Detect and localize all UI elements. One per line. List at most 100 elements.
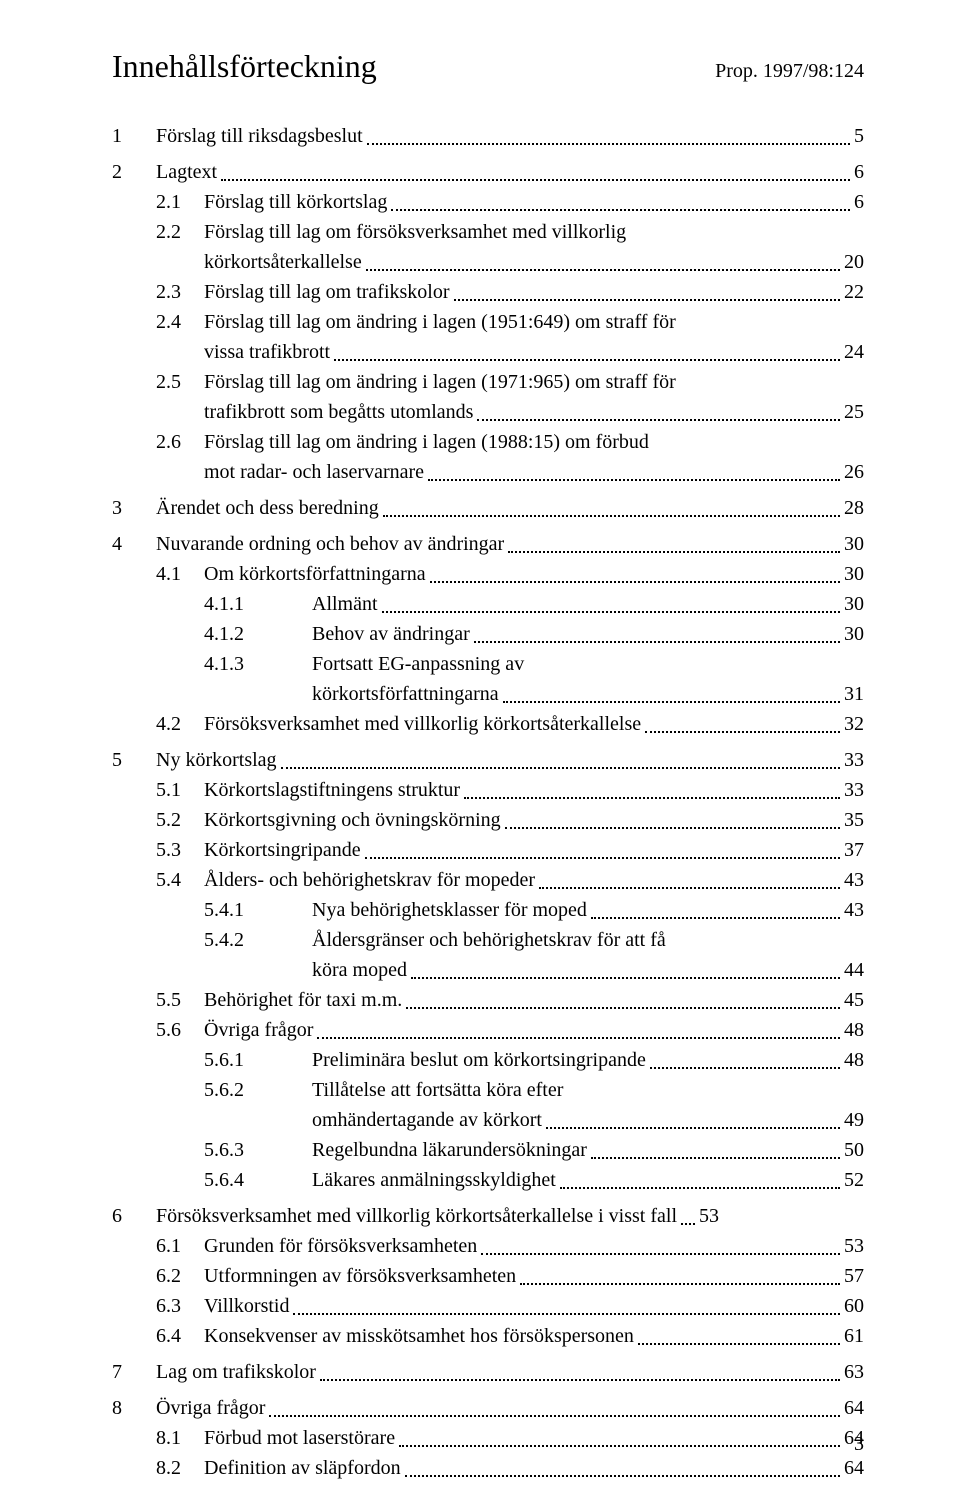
- toc-page: 61: [844, 1321, 864, 1351]
- toc-entry-cont: omhändertagande av körkort49: [112, 1105, 864, 1135]
- toc-page: 48: [844, 1045, 864, 1075]
- toc-page: 30: [844, 589, 864, 619]
- toc-num: 6.1: [112, 1231, 204, 1261]
- toc-entry: 5.5Behörighet för taxi m.m.45: [112, 985, 864, 1015]
- toc-page: 31: [844, 679, 864, 709]
- toc-num: 5.6.4: [112, 1165, 312, 1195]
- toc-label: Förslag till lag om försöksverksamhet me…: [204, 217, 626, 247]
- toc-page: 64: [844, 1453, 864, 1483]
- toc-label: Försöksverksamhet med villkorlig körkort…: [204, 709, 641, 739]
- toc-label-cont: trafikbrott som begåtts utomlands: [204, 397, 473, 427]
- toc-page: 35: [844, 805, 864, 835]
- toc-entry: 8Övriga frågor64: [112, 1393, 864, 1423]
- toc-page: 60: [844, 1291, 864, 1321]
- toc-entry: 5.2Körkortsgivning och övningskörning35: [112, 805, 864, 835]
- dot-leader: [405, 1459, 840, 1477]
- dot-leader: [539, 871, 840, 889]
- toc-label: Körkortsgivning och övningskörning: [204, 805, 501, 835]
- toc-num: 5.6.3: [112, 1135, 312, 1165]
- toc-label: Åldersgränser och behörighetskrav för at…: [312, 925, 666, 955]
- toc-entry: 2Lagtext6: [112, 157, 864, 187]
- dot-leader: [520, 1267, 840, 1285]
- toc-label: Ärendet och dess beredning: [156, 493, 379, 523]
- dot-leader: [481, 1237, 840, 1255]
- toc-num: 4.2: [112, 709, 204, 739]
- toc-entry: 4.1.1Allmänt 30: [112, 589, 864, 619]
- page-title: Innehållsförteckning: [112, 48, 377, 85]
- toc-entry: 2.1Förslag till körkortslag6: [112, 187, 864, 217]
- toc-entry: 2.5Förslag till lag om ändring i lagen (…: [112, 367, 864, 397]
- toc-page: 43: [844, 895, 864, 925]
- toc-entry-cont: körkortsförfattningarna31: [112, 679, 864, 709]
- dot-leader: [430, 565, 840, 583]
- toc-page: 30: [844, 559, 864, 589]
- toc-page: 57: [844, 1261, 864, 1291]
- toc-num: 4.1.1: [112, 589, 312, 619]
- toc-entry: 5.6.1Preliminära beslut om körkortsingri…: [112, 1045, 864, 1075]
- dot-leader: [411, 961, 840, 979]
- prop-number: Prop. 1997/98:124: [715, 60, 864, 83]
- dot-leader: [464, 781, 840, 799]
- dot-leader: [503, 685, 840, 703]
- toc-label: Grunden för försöksverksamheten: [204, 1231, 477, 1261]
- toc-entry: 1Förslag till riksdagsbeslut5: [112, 121, 864, 151]
- toc-entry: 6.2Utformningen av försöksverksamheten57: [112, 1261, 864, 1291]
- dot-leader: [221, 163, 850, 181]
- toc-num: 5.4.1: [112, 895, 312, 925]
- toc-num: 5.4.2: [112, 925, 312, 955]
- toc-num: 6.3: [112, 1291, 204, 1321]
- toc-page: 49: [844, 1105, 864, 1135]
- toc-entry: 6Försöksverksamhet med villkorlig körkor…: [112, 1201, 864, 1231]
- toc-page: 26: [844, 457, 864, 487]
- toc-label: Förslag till lag om ändring i lagen (198…: [204, 427, 649, 457]
- toc-num: 2.1: [112, 187, 204, 217]
- toc-page: 22: [844, 277, 864, 307]
- toc-num: 5.5: [112, 985, 204, 1015]
- toc-label: Regelbundna läkarundersökningar: [312, 1135, 587, 1165]
- toc-entry-cont: vissa trafikbrott24: [112, 337, 864, 367]
- toc-entry: 5.1Körkortslagstiftningens struktur33: [112, 775, 864, 805]
- toc-num: 2.4: [112, 307, 204, 337]
- toc-page: 53: [699, 1201, 719, 1231]
- toc-entry: 4Nuvarande ordning och behov av ändringa…: [112, 529, 864, 559]
- dot-leader: [560, 1171, 840, 1189]
- toc-num: 4.1: [112, 559, 204, 589]
- dot-leader: [645, 715, 840, 733]
- toc-entry: 7Lag om trafikskolor63: [112, 1357, 864, 1387]
- toc-label: Förslag till lag om ändring i lagen (197…: [204, 367, 676, 397]
- toc-label: Förslag till lag om ändring i lagen (195…: [204, 307, 676, 337]
- toc-entry-cont: mot radar- och laservarnare26: [112, 457, 864, 487]
- toc-page: 53: [844, 1231, 864, 1261]
- dot-leader: [591, 901, 840, 919]
- toc-label: Körkortslagstiftningens struktur: [204, 775, 460, 805]
- toc-label: Utformningen av försöksverksamheten: [204, 1261, 516, 1291]
- toc-label-cont: vissa trafikbrott: [204, 337, 330, 367]
- dot-leader: [365, 841, 840, 859]
- toc-num: 5.3: [112, 835, 204, 865]
- toc-label: Övriga frågor: [156, 1393, 265, 1423]
- toc-label: Tillåtelse att fortsätta köra efter: [312, 1075, 563, 1105]
- dot-leader: [638, 1327, 840, 1345]
- toc-page: 45: [844, 985, 864, 1015]
- toc-page: 48: [844, 1015, 864, 1045]
- toc-label: Om körkortsförfattningarna: [204, 559, 426, 589]
- dot-leader: [474, 625, 840, 643]
- toc-label: Villkorstid: [204, 1291, 289, 1321]
- toc-page: 37: [844, 835, 864, 865]
- toc-page: 6: [854, 157, 864, 187]
- toc-page: 43: [844, 865, 864, 895]
- dot-leader: [334, 343, 840, 361]
- dot-leader: [477, 403, 840, 421]
- toc-page: 30: [844, 529, 864, 559]
- dot-leader: [367, 127, 850, 145]
- toc-page: 63: [844, 1357, 864, 1387]
- toc-page: 52: [844, 1165, 864, 1195]
- toc-label: Övriga frågor: [204, 1015, 313, 1045]
- toc-page: 44: [844, 955, 864, 985]
- dot-leader: [428, 463, 840, 481]
- toc-label: Lag om trafikskolor: [156, 1357, 316, 1387]
- dot-leader: [681, 1207, 695, 1225]
- toc-page: 32: [844, 709, 864, 739]
- dot-leader: [591, 1141, 840, 1159]
- toc-label: Allmänt: [312, 589, 378, 619]
